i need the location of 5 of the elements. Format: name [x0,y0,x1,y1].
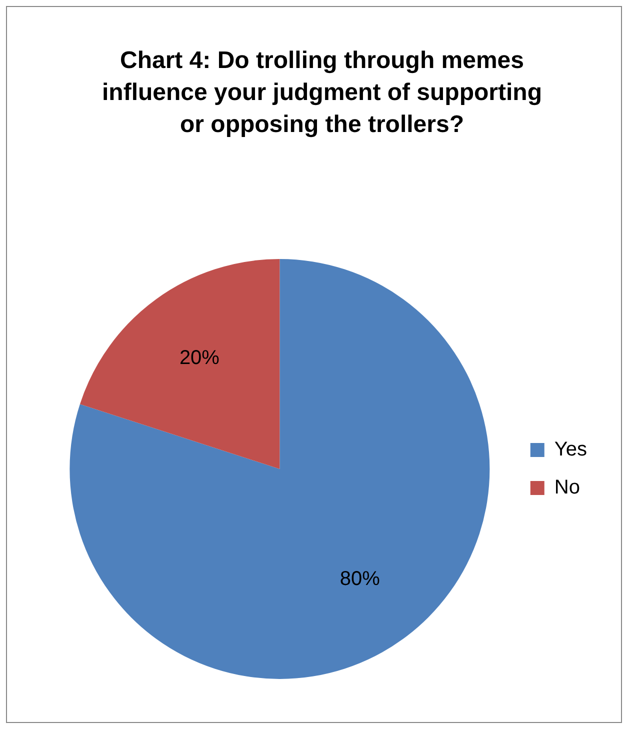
legend-label: Yes [554,438,588,461]
legend-label: No [554,476,580,499]
data-label: 20% [179,347,220,370]
chart-title: Chart 4: Do trolling through memes influence your judgment of supporting or opposing the trollers? [102,46,542,140]
data-label: 80% [340,568,380,590]
